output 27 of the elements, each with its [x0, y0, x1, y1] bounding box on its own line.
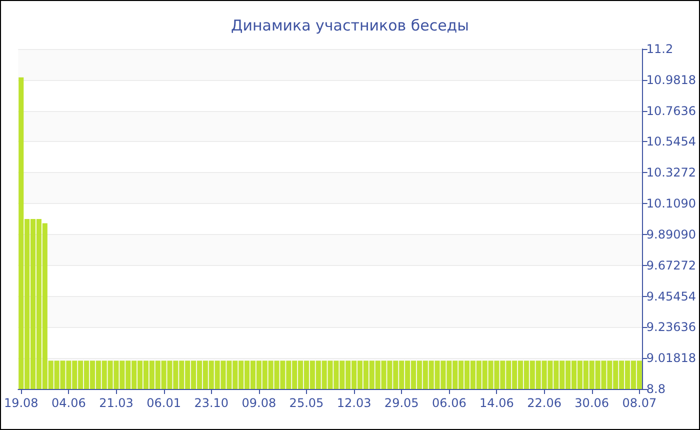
x-tick-label: 08.07 — [622, 396, 657, 410]
x-tick-label: 22.06 — [527, 396, 562, 410]
x-tick-label: 21.03 — [99, 396, 134, 410]
y-tick-label: 10.9818 — [646, 72, 696, 87]
y-tick-label: 10.5454 — [646, 134, 696, 149]
y-tick-label: 9.89090 — [646, 227, 696, 242]
x-tick-label: 19.08 — [4, 396, 38, 410]
y-tick-label: 8.8 — [646, 382, 666, 396]
x-tick-label: 12.03 — [336, 396, 372, 410]
y-tick-label: 9.67272 — [646, 258, 696, 272]
x-tick-label: 14.06 — [480, 396, 514, 410]
y-tick-label: 11.2 — [646, 42, 674, 56]
y-tick-label: 10.7636 — [646, 104, 696, 118]
y-tick-label: 9.01818 — [646, 351, 696, 366]
x-tick-label: 29.05 — [384, 396, 419, 410]
x-tick-label: 04.06 — [52, 396, 86, 410]
y-tick-label: 10.3272 — [646, 166, 696, 180]
x-tick-label: 30.06 — [574, 396, 610, 410]
x-tick-label: 23.10 — [194, 396, 229, 410]
x-tick-label: 06.01 — [146, 396, 181, 410]
y-tick-label: 9.45454 — [646, 289, 696, 304]
y-tick-label: 9.23636 — [646, 320, 696, 334]
x-tick-label: 09.08 — [242, 396, 276, 410]
chart-title: Динамика участников беседы — [230, 16, 470, 34]
x-tick-label: 25.05 — [289, 396, 324, 410]
x-tick-label: 06.06 — [432, 396, 466, 410]
y-tick-label: 10.1090 — [646, 196, 696, 211]
